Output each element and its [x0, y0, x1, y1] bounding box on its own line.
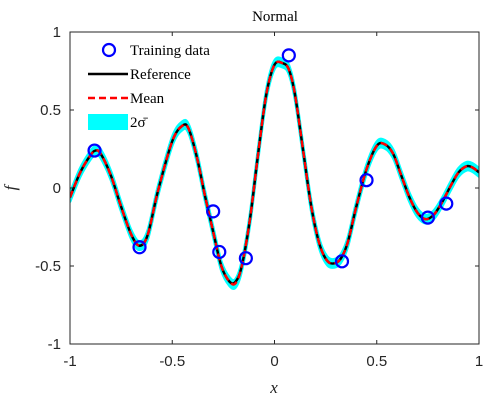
x-tick-label: 1	[475, 353, 483, 370]
legend: Training data Reference Mean 2σ̄	[88, 42, 210, 131]
x-tick-label: -0.5	[159, 353, 185, 370]
training-point	[87, 143, 102, 158]
training-point	[206, 204, 221, 219]
x-tick-label: -1	[63, 353, 76, 370]
training-point	[334, 254, 350, 269]
y-tick-label: 0	[53, 180, 61, 197]
plot-area	[70, 48, 479, 290]
mean-line	[70, 60, 479, 286]
y-tick-label: 0.5	[40, 102, 61, 119]
plot-clip-group	[70, 56, 479, 290]
y-tick-label: -0.5	[35, 258, 61, 275]
y-axis-label: f	[1, 183, 20, 190]
training-point	[439, 196, 454, 211]
x-tick-label: 0	[270, 353, 278, 370]
y-tick-label: -1	[48, 336, 61, 353]
x-axis-label: x	[269, 378, 278, 397]
training-point	[281, 48, 296, 63]
legend-label: Training data	[130, 43, 210, 59]
legend-swatch-band	[88, 114, 128, 130]
legend-label: 2σ̄	[130, 115, 149, 131]
chart-title: Normal	[252, 9, 298, 25]
training-point	[212, 244, 227, 260]
training-point	[359, 173, 374, 188]
legend-marker-training	[101, 42, 117, 58]
legend-label: Reference	[130, 67, 191, 83]
x-tick-label: 0.5	[366, 353, 387, 370]
training-point	[420, 210, 435, 225]
axis-ticks: -1 -0.5 0 0.5 1 -1 -0.5 0 0.5 1	[35, 24, 483, 370]
y-tick-label: 1	[53, 24, 61, 41]
training-point	[132, 240, 147, 255]
training-point	[238, 251, 253, 266]
legend-label: Mean	[130, 91, 165, 107]
